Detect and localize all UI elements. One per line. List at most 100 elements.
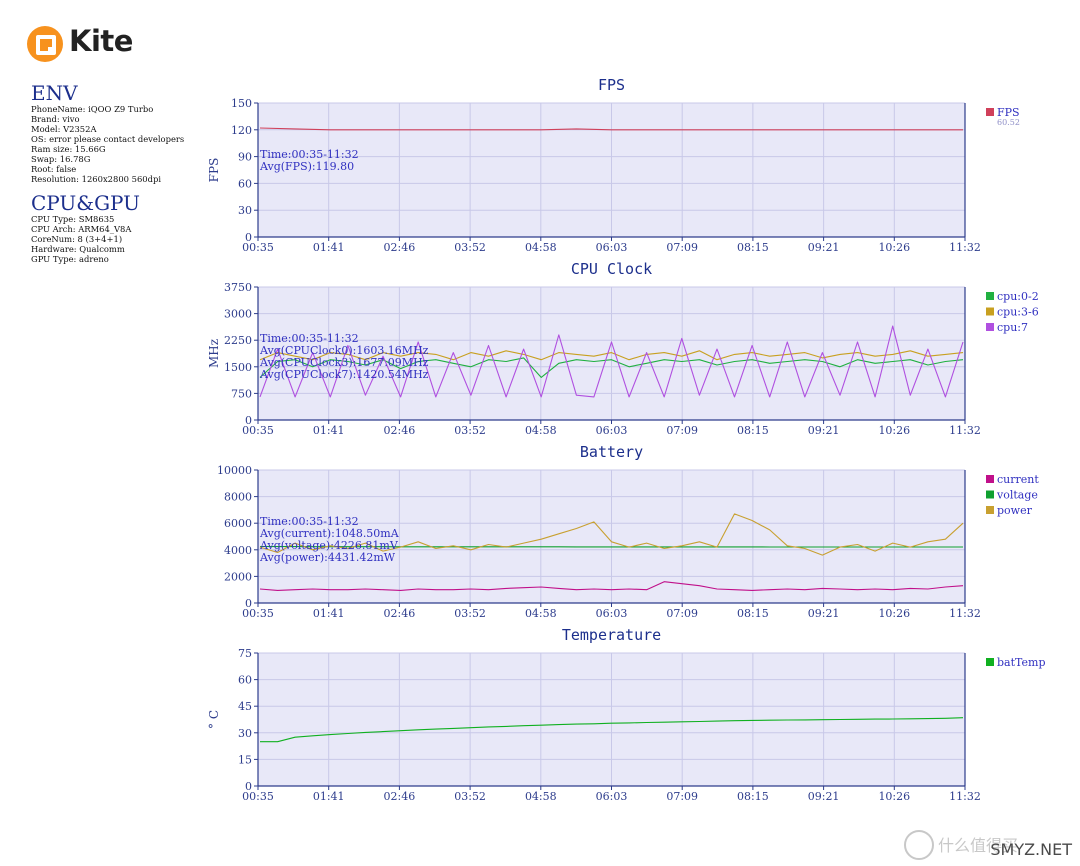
cpu-gpu-line: CoreNum: 8 (3+4+1) xyxy=(31,234,123,244)
legend-subtext: 60.52 xyxy=(997,118,1020,127)
watermark: 什么值得买 SMYZ.NET xyxy=(902,830,1072,860)
series-line-fps xyxy=(259,127,963,131)
x-tick-label: 04:58 xyxy=(525,790,557,803)
watermark-site: SMYZ.NET xyxy=(990,840,1072,859)
x-tick-label: 09:21 xyxy=(808,790,840,803)
x-tick-label: 10:26 xyxy=(878,424,910,437)
y-tick-label: 45 xyxy=(238,700,252,713)
info-text: Avg(voltage):4226.81mV xyxy=(259,539,399,552)
cpu-gpu-line: CPU Type: SM8635 xyxy=(31,214,115,224)
y-tick-label: 1500 xyxy=(224,361,252,374)
x-tick-label: 07:09 xyxy=(666,790,698,803)
y-axis-label: FPS xyxy=(207,158,221,183)
x-tick-label: 08:15 xyxy=(737,790,769,803)
kite-logo-icon xyxy=(27,26,63,62)
x-tick-label: 11:32 xyxy=(949,790,981,803)
x-tick-label: 00:35 xyxy=(242,424,274,437)
legend-swatch xyxy=(986,658,994,666)
legend-swatch xyxy=(986,475,994,483)
series-line-voltage xyxy=(259,545,963,548)
y-tick-label: 3000 xyxy=(224,308,252,321)
chart-3: 0 15 30 45 60 75 00:35 01:41 02:46 03:52 04:58 06:0… xyxy=(207,626,1046,803)
x-tick-label: 03:52 xyxy=(454,607,486,620)
info-text: Avg(FPS):119.80 xyxy=(259,160,354,173)
x-tick-label: 07:09 xyxy=(666,241,698,254)
y-tick-label: 0 xyxy=(245,414,252,427)
legend-swatch xyxy=(986,506,994,514)
x-tick-label: 03:52 xyxy=(454,790,486,803)
x-tick-label: 08:15 xyxy=(737,424,769,437)
x-tick-label: 00:35 xyxy=(242,790,274,803)
legend-label: cpu:7 xyxy=(997,321,1028,334)
legend-label: voltage xyxy=(996,489,1038,502)
y-tick-label: 60 xyxy=(238,177,252,190)
chart-title: Battery xyxy=(580,443,643,461)
y-tick-label: 15 xyxy=(238,753,252,766)
y-tick-label: 30 xyxy=(238,727,252,740)
x-tick-label: 11:32 xyxy=(949,241,981,254)
legend-label: power xyxy=(997,504,1033,517)
y-tick-label: 2250 xyxy=(224,334,252,347)
y-tick-label: 6000 xyxy=(224,517,252,530)
series-line-power xyxy=(259,513,964,556)
legend-label: cpu:3-6 xyxy=(997,306,1039,319)
legend-swatch xyxy=(986,307,994,316)
legend-swatch xyxy=(986,108,994,116)
chart-2: 0 2000 4000 6000 8000 10000 00:35 01:41 02:46 03:… xyxy=(217,443,1039,620)
x-tick-label: 08:15 xyxy=(737,607,769,620)
x-tick-label: 00:35 xyxy=(242,241,274,254)
cpu-gpu-line: GPU Type: adreno xyxy=(31,254,109,264)
series-line-cpu-3-6 xyxy=(259,350,964,361)
env-line: Ram size: 15.66G xyxy=(31,144,106,154)
chart-1: 0 750 1500 2250 3000 3750 00:35 01:41 02:46 03:52… xyxy=(207,260,1039,437)
x-tick-label: 06:03 xyxy=(596,790,628,803)
series-line-cpu-7 xyxy=(259,325,964,398)
x-tick-label: 06:03 xyxy=(596,424,628,437)
x-tick-label: 08:15 xyxy=(737,241,769,254)
y-tick-label: 8000 xyxy=(224,491,252,504)
legend-swatch xyxy=(986,490,994,499)
env-line: Brand: vivo xyxy=(31,114,80,124)
legend-label: current xyxy=(997,473,1039,486)
series-line-cpu-0-2 xyxy=(259,357,964,378)
info-text: Avg(CPUClock3):1677.09MHz xyxy=(259,356,429,369)
env-line: Root: false xyxy=(31,164,77,174)
y-tick-label: 0 xyxy=(245,231,252,244)
x-tick-label: 06:03 xyxy=(596,607,628,620)
info-text: Time:00:35-11:32 xyxy=(260,332,359,345)
x-tick-label: 10:26 xyxy=(878,241,910,254)
x-tick-label: 02:46 xyxy=(384,790,416,803)
env-line: Resolution: 1260x2800 560dpi xyxy=(31,174,162,184)
series-line-current xyxy=(259,581,964,591)
cpu-gpu-line: Hardware: Qualcomm xyxy=(31,244,125,254)
y-tick-label: 60 xyxy=(238,674,252,687)
info-text: Avg(current):1048.50mA xyxy=(259,527,400,540)
info-text: Avg(CPUClock7):1420.54MHz xyxy=(259,368,429,381)
y-tick-label: 750 xyxy=(231,387,252,400)
legend-label: batTemp xyxy=(997,656,1046,669)
env-line: OS: error please contact developers xyxy=(31,134,185,144)
chart-title: CPU Clock xyxy=(571,260,652,278)
chart-0: 0 30 60 90 120 150 00:35 01:41 02:46 03:52 04:58 06… xyxy=(207,76,1020,254)
y-tick-label: 90 xyxy=(238,151,252,164)
info-text: Time:00:35-11:32 xyxy=(260,515,359,528)
x-tick-label: 03:52 xyxy=(454,424,486,437)
x-tick-label: 01:41 xyxy=(313,424,345,437)
env-line: Swap: 16.78G xyxy=(31,154,91,164)
x-tick-label: 04:58 xyxy=(525,607,557,620)
y-tick-label: 4000 xyxy=(224,544,252,557)
x-tick-label: 01:41 xyxy=(313,790,345,803)
x-tick-label: 04:58 xyxy=(525,241,557,254)
legend-label: cpu:0-2 xyxy=(997,290,1039,303)
x-tick-label: 01:41 xyxy=(313,607,345,620)
cpu-gpu-list: CPU Type: SM8635 CPU Arch: ARM64_V8A CoreN… xyxy=(31,214,140,264)
y-axis-label: ° C xyxy=(207,710,221,729)
x-tick-label: 07:09 xyxy=(666,607,698,620)
x-tick-label: 01:41 xyxy=(313,241,345,254)
x-tick-label: 11:32 xyxy=(949,607,981,620)
legend-swatch xyxy=(986,292,994,300)
x-tick-label: 06:03 xyxy=(596,241,628,254)
x-tick-label: 02:46 xyxy=(384,241,416,254)
x-tick-label: 09:21 xyxy=(808,424,840,437)
